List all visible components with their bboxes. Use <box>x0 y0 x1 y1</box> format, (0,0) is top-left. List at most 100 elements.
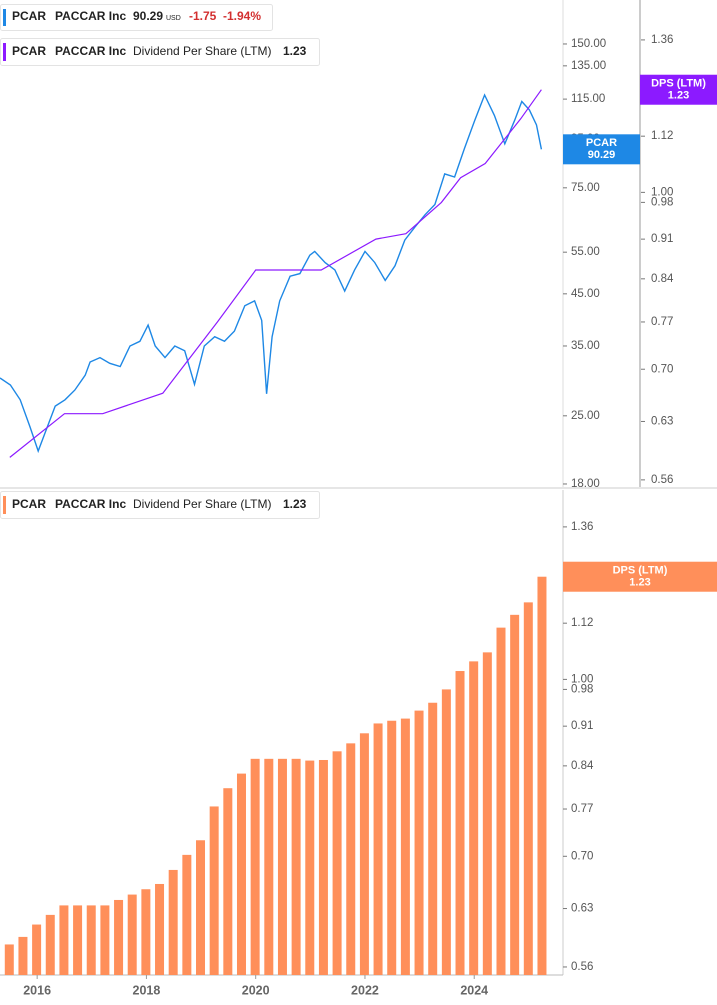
x-tick-label: 2024 <box>460 983 488 997</box>
bar <box>510 614 520 975</box>
y-tick-label: 0.84 <box>651 273 674 285</box>
bar <box>305 760 315 975</box>
y-tick-label: 55.00 <box>571 246 600 258</box>
bar <box>223 788 233 975</box>
bar <box>182 854 192 975</box>
badge-label: DPS (LTM) <box>651 78 706 90</box>
legend-change-pct: -1.94% <box>223 9 261 23</box>
legend-ticker: PCAR <box>12 44 46 58</box>
bar <box>332 751 342 975</box>
bar <box>73 905 83 975</box>
bar <box>469 661 479 975</box>
y-tick-label: 135.00 <box>571 60 606 72</box>
y-tick-label: 0.63 <box>651 415 673 427</box>
bar <box>346 743 356 975</box>
y-tick-label: 0.77 <box>651 316 673 328</box>
y-tick-label: 1.36 <box>571 521 593 533</box>
legend-ticker: PCAR <box>12 9 46 23</box>
bar <box>318 759 328 975</box>
y-tick-label: 0.56 <box>651 474 673 486</box>
x-tick-label: 2022 <box>351 983 379 997</box>
legend-swatch <box>3 9 6 26</box>
y-tick-label: 1.12 <box>571 617 593 629</box>
bar <box>496 627 506 975</box>
legend-metric: Dividend Per Share (LTM) <box>133 497 272 511</box>
legend-company: PACCAR Inc <box>55 44 126 58</box>
bar <box>414 710 424 975</box>
y-tick-label: 0.77 <box>571 803 593 815</box>
bar <box>250 758 260 975</box>
bar <box>236 773 246 975</box>
bar <box>168 869 178 975</box>
y-tick-label: 25.00 <box>571 410 600 422</box>
y-tick-label: 0.56 <box>571 961 593 973</box>
bar <box>32 924 42 975</box>
bar <box>209 806 219 975</box>
legend-value: 1.23 <box>283 44 307 58</box>
series-line <box>0 93 543 454</box>
y-tick-label: 18.00 <box>571 478 600 490</box>
y-tick-label: 0.70 <box>651 363 673 375</box>
legend-change: -1.75 <box>189 9 217 23</box>
price-badge <box>563 561 717 592</box>
x-tick-label: 2016 <box>23 983 51 997</box>
y-tick-label: 75.00 <box>571 182 600 194</box>
badge-value: 1.23 <box>668 90 689 102</box>
y-tick-label: 1.36 <box>651 34 673 46</box>
bar <box>387 720 397 975</box>
x-tick-label: 2018 <box>133 983 161 997</box>
bar <box>441 689 451 975</box>
bar <box>400 718 410 975</box>
bar <box>4 944 14 975</box>
bar <box>482 652 492 975</box>
y-tick-label: 0.98 <box>651 196 673 208</box>
price-badge <box>563 134 640 165</box>
y-tick-label: 0.91 <box>571 720 593 732</box>
bar <box>59 905 69 975</box>
y-tick-label: 0.70 <box>571 850 593 862</box>
bar <box>455 671 465 975</box>
y-tick-label: 150.00 <box>571 38 606 50</box>
y-tick-label: 115.00 <box>571 93 605 105</box>
marks: 150.00135.00115.0095.0075.0055.0045.0035… <box>0 34 674 997</box>
series-line <box>9 89 542 458</box>
bar <box>264 758 274 975</box>
legend-box <box>0 4 273 31</box>
bar <box>277 758 287 975</box>
bar <box>291 758 301 975</box>
y-tick-label: 0.98 <box>571 683 593 695</box>
badge-value: 1.23 <box>629 577 650 589</box>
legend-company: PACCAR Inc <box>55 9 126 23</box>
y-tick-label: 1.00 <box>651 186 673 198</box>
bar <box>523 602 533 975</box>
legend-box <box>0 38 320 66</box>
badge-label: PCAR <box>586 137 617 149</box>
legend-price: 90.29 <box>133 9 163 23</box>
overlay: PCAR PACCAR Inc 90.29 USD -1.75 -1.94% P… <box>0 4 717 592</box>
bar <box>86 905 96 975</box>
legend-ticker: PCAR <box>12 497 46 511</box>
legend-currency: USD <box>166 15 181 22</box>
y-tick-label: 0.84 <box>571 760 594 772</box>
y-tick-label: 1.00 <box>571 673 593 685</box>
y-tick-label: 1.12 <box>651 130 673 142</box>
bar <box>359 733 369 975</box>
bar <box>127 894 137 975</box>
y-tick-label: 45.00 <box>571 288 600 300</box>
bar <box>45 914 55 975</box>
price-badge <box>640 74 717 105</box>
badge-label: DPS (LTM) <box>613 565 668 577</box>
x-tick-label: 2020 <box>242 983 270 997</box>
legend-swatch <box>3 43 6 61</box>
y-tick-label: 0.63 <box>571 903 593 915</box>
bar <box>196 840 206 975</box>
y-tick-label: 0.91 <box>651 233 673 245</box>
legend-metric: Dividend Per Share (LTM) <box>133 44 272 58</box>
legend-box <box>0 491 320 519</box>
bar <box>155 883 165 975</box>
legend-value: 1.23 <box>283 497 307 511</box>
bar <box>537 576 547 975</box>
bar <box>100 905 110 975</box>
bar <box>114 899 124 975</box>
